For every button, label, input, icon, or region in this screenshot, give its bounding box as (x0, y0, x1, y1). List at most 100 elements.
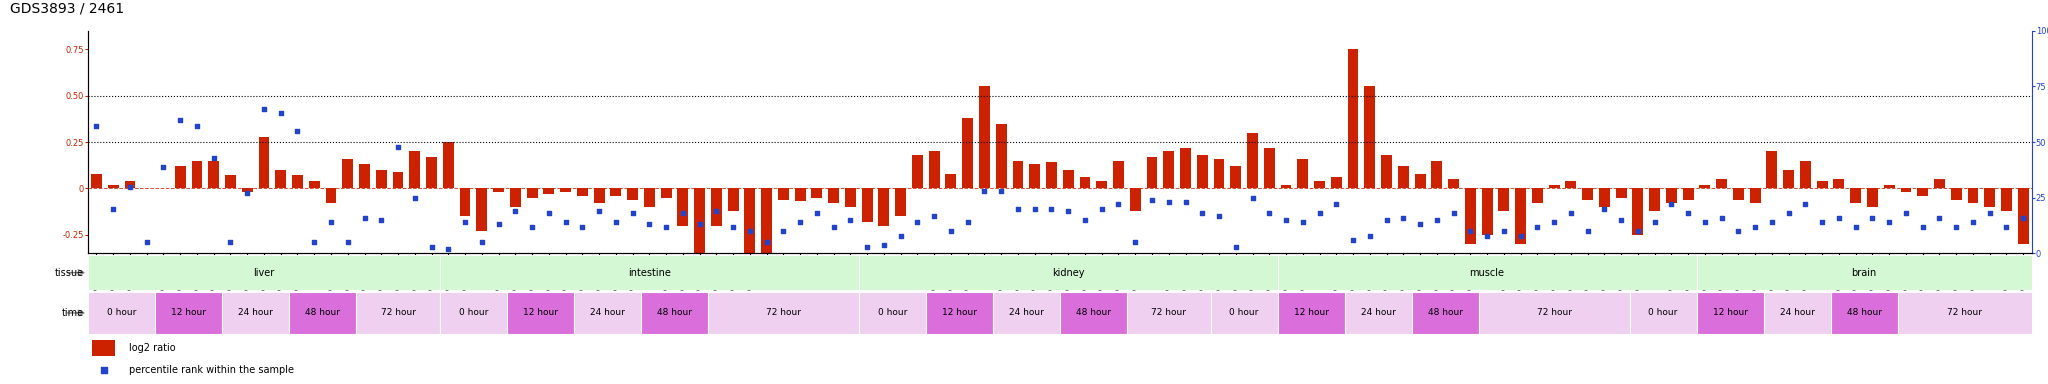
Bar (1696, 292, 1763, 334)
Bar (508, 292, 573, 334)
Text: muscle: muscle (1470, 268, 1505, 278)
Bar (858, 292, 926, 334)
Point (784, 219, 817, 225)
Bar (1315, 181, 1325, 189)
Point (1153, 199, 1186, 205)
Text: time: time (61, 308, 84, 318)
Bar (1096, 181, 1108, 189)
Bar (426, 157, 436, 189)
Point (1169, 199, 1202, 205)
Bar (1415, 174, 1425, 189)
Bar (1884, 185, 1894, 189)
Bar (393, 172, 403, 189)
Point (1974, 210, 2007, 217)
Point (432, 246, 465, 252)
Bar (1231, 166, 1241, 189)
Text: tissue: tissue (55, 268, 84, 278)
Point (500, 208, 532, 214)
Bar (643, 189, 655, 207)
Bar (711, 189, 721, 226)
Bar (1599, 189, 1610, 207)
Bar (1952, 189, 1962, 200)
Point (1538, 219, 1571, 225)
Point (918, 212, 950, 218)
Bar (2017, 189, 2030, 244)
Bar (1163, 151, 1174, 189)
Bar (1583, 189, 1593, 200)
Point (348, 215, 381, 221)
Text: 48 hour: 48 hour (1075, 308, 1110, 318)
Bar (827, 189, 840, 204)
Bar (1296, 159, 1309, 189)
Text: 12 hour: 12 hour (172, 308, 207, 318)
Bar (209, 161, 219, 189)
Text: brain: brain (1851, 268, 1876, 278)
Text: 12 hour: 12 hour (522, 308, 557, 318)
Bar (1700, 185, 1710, 189)
Bar (510, 189, 520, 207)
Bar (1800, 161, 1810, 189)
Point (1872, 219, 1905, 225)
Point (1487, 228, 1520, 234)
Bar (1683, 189, 1694, 200)
Bar (1210, 292, 1278, 334)
Bar (1767, 151, 1778, 189)
Bar (1399, 166, 1409, 189)
Point (1470, 233, 1503, 239)
Bar (846, 189, 856, 207)
Point (1386, 215, 1419, 221)
Point (449, 219, 481, 225)
Bar (193, 161, 203, 189)
Point (418, 267, 451, 273)
Bar (1763, 292, 1831, 334)
Point (516, 223, 549, 230)
Text: 72 hour: 72 hour (381, 308, 416, 318)
Bar (326, 189, 336, 204)
Point (584, 208, 616, 214)
Point (1638, 219, 1671, 225)
Bar (662, 189, 672, 198)
Bar (1130, 189, 1141, 211)
Bar (543, 189, 555, 194)
Point (1085, 206, 1118, 212)
Bar (377, 170, 387, 189)
Point (1991, 223, 2023, 230)
Bar (1817, 181, 1827, 189)
Text: 0 hour: 0 hour (459, 308, 487, 318)
Point (666, 210, 698, 217)
Point (1001, 206, 1034, 212)
Bar (911, 155, 924, 189)
Bar (946, 174, 956, 189)
Bar (895, 189, 905, 216)
Point (1053, 208, 1085, 214)
Bar (1481, 189, 1493, 235)
Bar (221, 292, 289, 334)
Point (717, 223, 750, 230)
Point (1688, 219, 1720, 225)
Bar (1364, 86, 1376, 189)
Bar (963, 118, 973, 189)
Point (1237, 195, 1270, 201)
Text: 12 hour: 12 hour (1712, 308, 1747, 318)
Point (248, 106, 281, 112)
Point (985, 188, 1018, 194)
Text: 24 hour: 24 hour (1780, 308, 1815, 318)
Bar (561, 189, 571, 192)
Point (1722, 228, 1755, 234)
Bar (1247, 133, 1257, 189)
Bar (926, 292, 993, 334)
Point (1319, 201, 1352, 207)
Point (1303, 210, 1335, 217)
Bar (573, 292, 641, 334)
Point (1219, 244, 1251, 250)
Point (332, 239, 365, 245)
Bar (1126, 292, 1210, 334)
Point (1907, 223, 1939, 230)
Bar (1061, 292, 1126, 334)
Bar (1716, 179, 1726, 189)
Bar (477, 189, 487, 231)
Point (768, 228, 801, 234)
Point (834, 217, 866, 223)
Point (381, 144, 414, 150)
Point (1606, 217, 1638, 223)
